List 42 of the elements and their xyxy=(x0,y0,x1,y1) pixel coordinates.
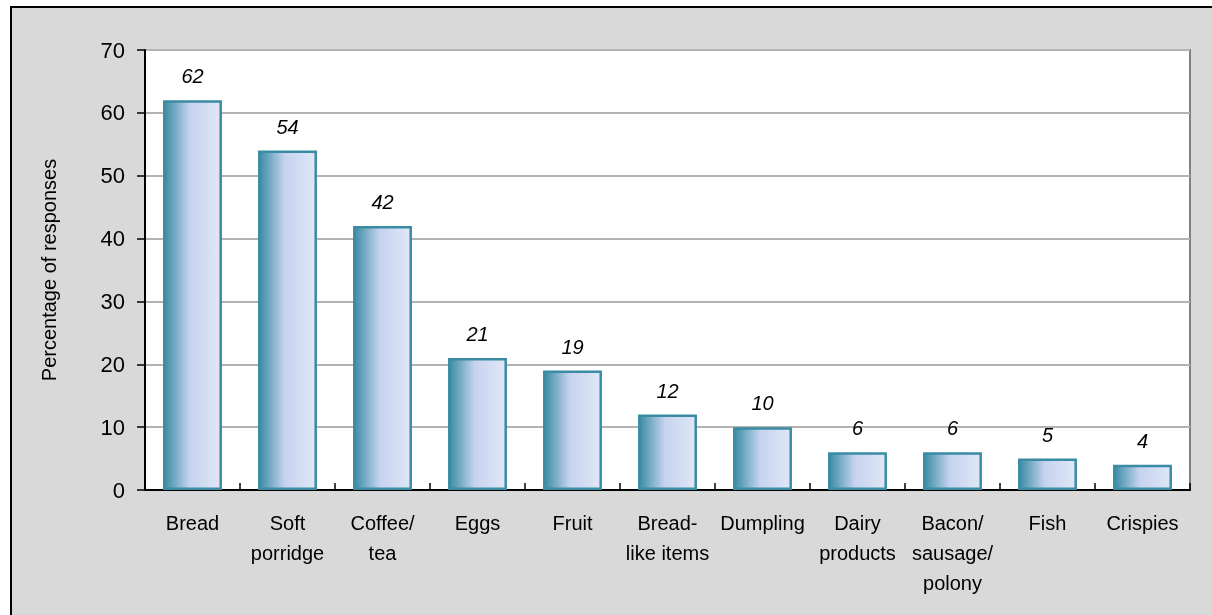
y-tick-label: 30 xyxy=(100,288,125,314)
y-tick-label: 50 xyxy=(100,163,125,189)
x-tick-label: Crispies xyxy=(1106,512,1179,534)
data-label: 6 xyxy=(851,417,864,440)
y-tick-label: 70 xyxy=(100,37,125,63)
data-label: 12 xyxy=(656,379,679,402)
bar xyxy=(1113,464,1172,490)
bar xyxy=(828,452,887,490)
data-label: 19 xyxy=(561,335,584,358)
bar xyxy=(258,150,317,490)
bar xyxy=(1018,458,1077,490)
data-label: 4 xyxy=(1136,429,1149,452)
y-tick-label: 20 xyxy=(100,351,125,377)
bar xyxy=(733,427,792,490)
bar xyxy=(163,100,222,490)
x-tick-label: Dumpling xyxy=(720,512,805,534)
data-label: 54 xyxy=(276,115,299,138)
bar xyxy=(638,414,697,490)
bar xyxy=(923,452,982,490)
y-tick-label: 40 xyxy=(100,226,125,252)
x-tick-label: Coffee/tea xyxy=(350,512,415,564)
x-tick-label: Bread-like items xyxy=(625,512,710,564)
bar xyxy=(353,226,412,490)
data-label: 5 xyxy=(1041,423,1054,446)
x-tick-label: Soft porridge xyxy=(250,512,325,564)
x-tick-label: Fruit xyxy=(552,512,593,534)
bar xyxy=(543,370,602,490)
y-tick-label: 0 xyxy=(112,477,125,503)
data-label: 21 xyxy=(465,323,489,345)
x-tick-label: Bread xyxy=(165,512,220,534)
bar xyxy=(448,358,507,490)
data-label: 6 xyxy=(946,417,959,440)
data-label: 10 xyxy=(751,392,774,415)
x-tick-label: Eggs xyxy=(454,512,501,534)
x-tick-label: Bacon/sausage/polony xyxy=(911,512,994,594)
x-tick-label: Dairy products xyxy=(819,512,896,564)
y-tick-label: 60 xyxy=(100,100,125,126)
y-axis-title: Percentage of responses xyxy=(38,158,60,382)
data-label: 42 xyxy=(371,191,394,213)
data-label: 62 xyxy=(181,65,204,88)
y-tick-label: 10 xyxy=(100,414,125,440)
x-tick-label: Fish xyxy=(1028,512,1067,534)
